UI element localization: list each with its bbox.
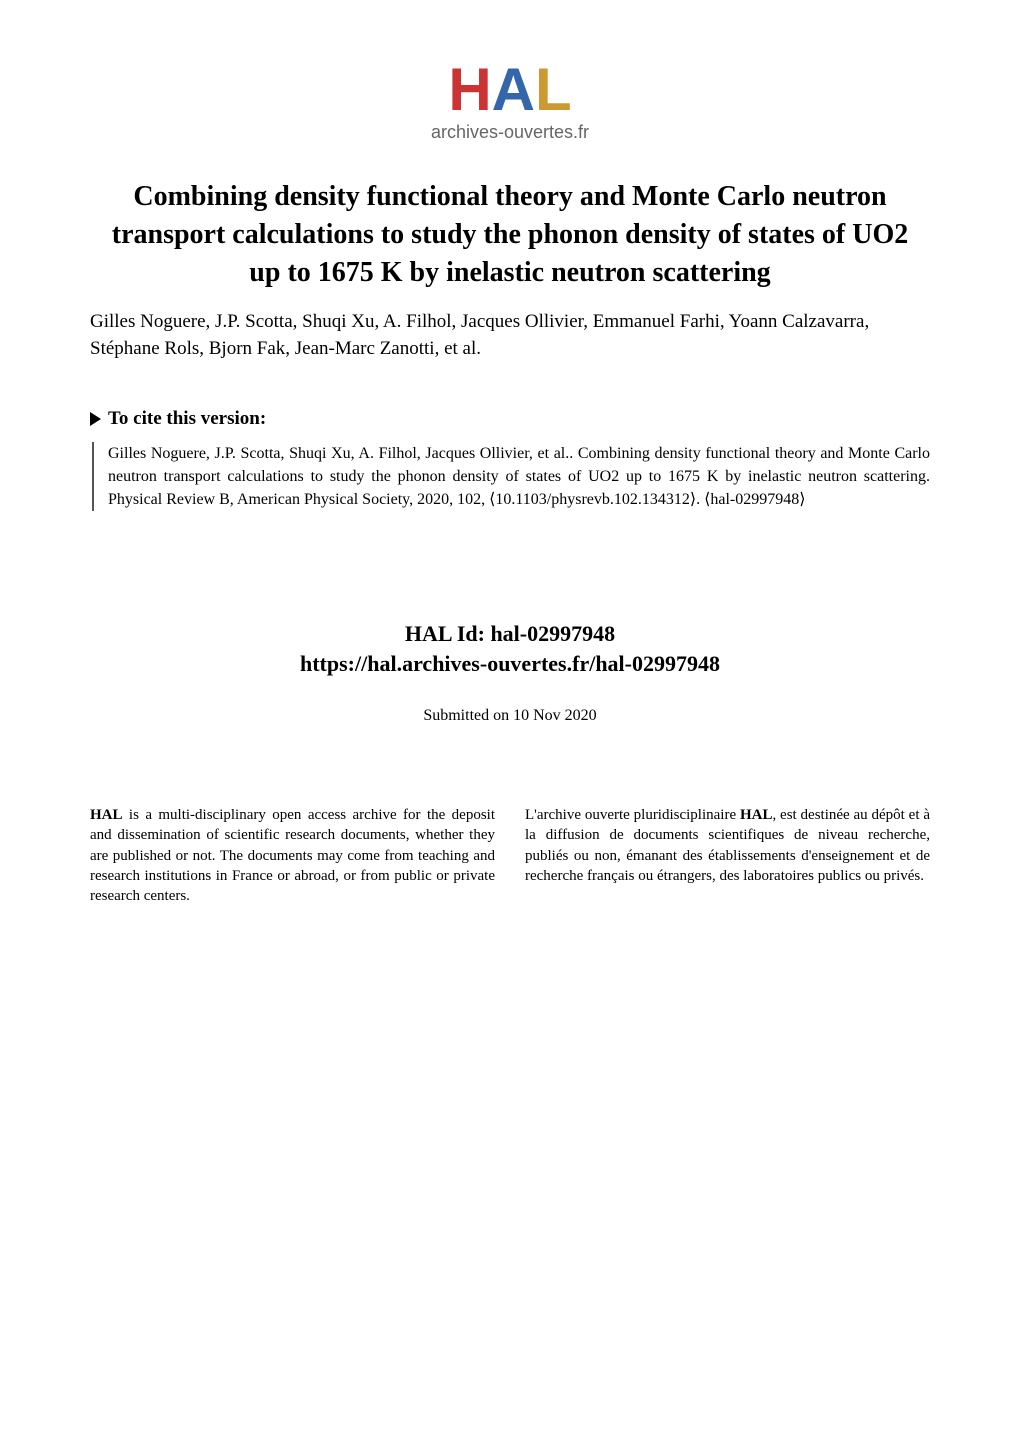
- cite-section: To cite this version: Gilles Noguere, J.…: [90, 408, 930, 512]
- authors-list: Gilles Noguere, J.P. Scotta, Shuqi Xu, A…: [90, 309, 930, 362]
- footer-left-bold: HAL: [90, 807, 123, 823]
- paper-title: Combining density functional theory and …: [90, 178, 930, 291]
- logo-letter-a: A: [492, 56, 535, 123]
- submitted-date: Submitted on 10 Nov 2020: [90, 707, 930, 725]
- logo-subtitle: archives-ouvertes.fr: [431, 122, 589, 143]
- cite-header: To cite this version:: [90, 408, 930, 430]
- page-container: HAL archives-ouvertes.fr Combining densi…: [0, 0, 1020, 1442]
- cite-body: Gilles Noguere, J.P. Scotta, Shuqi Xu, A…: [92, 442, 930, 512]
- logo-section: HAL archives-ouvertes.fr: [90, 60, 930, 143]
- cite-header-text: To cite this version:: [108, 408, 266, 429]
- footer-columns: HAL is a multi-disciplinary open access …: [90, 805, 930, 906]
- footer-left-column: HAL is a multi-disciplinary open access …: [90, 805, 495, 906]
- footer-left-text: is a multi-disciplinary open access arch…: [90, 807, 495, 904]
- hal-logo-letters: HAL: [431, 60, 589, 120]
- triangle-right-icon: [90, 412, 101, 426]
- logo-letter-h: H: [448, 56, 491, 123]
- logo-letter-l: L: [535, 56, 572, 123]
- hal-id-label: HAL Id: hal-02997948: [90, 621, 930, 647]
- hal-id-section: HAL Id: hal-02997948 https://hal.archive…: [90, 621, 930, 677]
- footer-right-prefix: L'archive ouverte pluridisciplinaire: [525, 807, 740, 823]
- hal-logo: HAL archives-ouvertes.fr: [431, 60, 589, 143]
- footer-right-column: L'archive ouverte pluridisciplinaire HAL…: [525, 805, 930, 906]
- footer-right-bold: HAL: [740, 807, 773, 823]
- hal-url[interactable]: https://hal.archives-ouvertes.fr/hal-029…: [90, 651, 930, 677]
